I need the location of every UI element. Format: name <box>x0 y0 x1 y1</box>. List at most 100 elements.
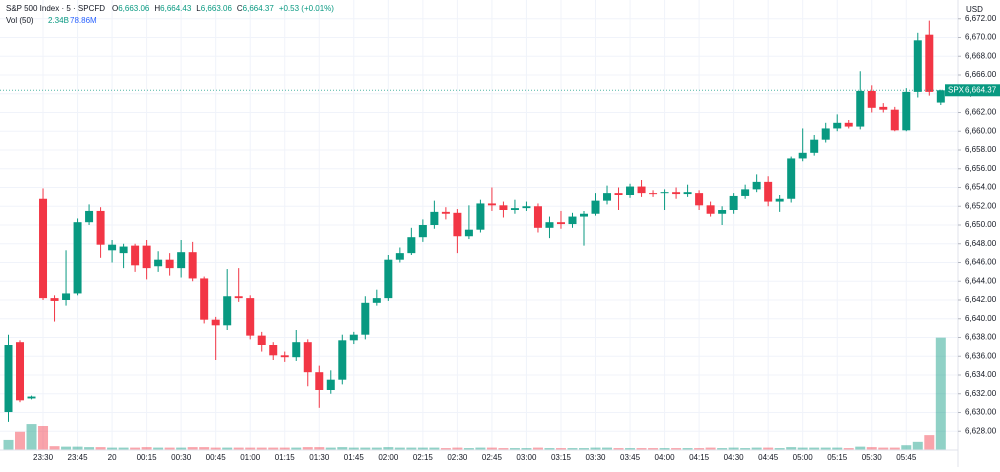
candle-body <box>522 206 531 209</box>
candle-body <box>50 298 59 301</box>
volume-ma: 78.86M <box>70 16 97 25</box>
y-tick-label: 6,656.00 <box>965 164 997 173</box>
volume-bar <box>671 448 682 450</box>
volume-bar <box>210 447 221 450</box>
candle-body <box>384 259 393 299</box>
candle-body <box>223 296 232 326</box>
volume-bar <box>602 447 613 450</box>
candle-body <box>533 206 542 228</box>
candle-body <box>718 210 727 214</box>
volume-bar <box>475 447 486 450</box>
x-tick-label: 00:30 <box>171 453 192 462</box>
volume-bar <box>325 447 336 450</box>
candle-body <box>879 106 888 110</box>
volume-bar <box>751 447 762 450</box>
candle-body <box>85 210 94 223</box>
candle-body <box>246 298 255 336</box>
candle-body <box>637 186 646 194</box>
x-tick-label: 01:45 <box>344 453 365 462</box>
volume-bar <box>878 447 889 450</box>
x-tick-label: 01:30 <box>309 453 330 462</box>
volume-bar <box>532 447 543 450</box>
volume-bar <box>164 447 175 450</box>
y-tick-label: 6,638.00 <box>965 333 997 342</box>
y-tick-label: 6,672.00 <box>965 14 997 23</box>
volume-bar <box>95 447 106 450</box>
candle-body <box>890 109 899 131</box>
candle-body <box>556 222 565 225</box>
volume-bar <box>107 447 118 450</box>
volume-bar <box>820 447 831 450</box>
volume-bar <box>452 447 463 450</box>
x-tick-label: 00:15 <box>137 453 158 462</box>
candle-body <box>867 90 876 108</box>
candle-body <box>326 379 335 390</box>
x-tick-label: 02:00 <box>378 453 399 462</box>
candle-body <box>269 345 278 356</box>
volume-bar <box>49 446 60 450</box>
candle-body <box>510 208 519 210</box>
candle-body <box>798 152 807 159</box>
volume-bar <box>855 446 866 450</box>
y-tick-label: 6,644.00 <box>965 276 997 285</box>
candle-body <box>349 334 358 341</box>
candle-body <box>361 302 370 335</box>
volume-bar <box>694 448 705 450</box>
ohlc-key: H <box>154 4 160 13</box>
candle-body <box>464 229 473 237</box>
candle-body <box>902 91 911 131</box>
volume-bar <box>245 447 256 450</box>
volume-bar <box>636 448 647 450</box>
y-tick-label: 6,632.00 <box>965 389 997 398</box>
volume-bar <box>291 447 302 450</box>
candle-body <box>200 278 209 320</box>
volume-bar <box>394 447 405 450</box>
candle-body <box>154 259 163 267</box>
ohlc-key: L <box>196 4 201 13</box>
y-tick-label: 6,628.00 <box>965 426 997 435</box>
y-tick-label: 6,668.00 <box>965 51 997 60</box>
price-tag-value: 6,664.37 <box>965 85 997 94</box>
volume-value: 2.34B <box>48 16 69 25</box>
x-tick-label: 03:45 <box>620 453 641 462</box>
volume-bar <box>648 448 659 450</box>
candle-body <box>108 244 117 251</box>
ohlc-value: 6,664.37 <box>243 4 275 13</box>
volume-bar <box>222 447 233 450</box>
candle-body <box>591 200 600 214</box>
candle-body <box>303 342 312 373</box>
volume-bar <box>153 447 164 450</box>
volume-bar <box>555 448 566 450</box>
candle-body <box>27 396 36 399</box>
volume-bar <box>935 337 946 450</box>
candle-body <box>142 245 151 269</box>
volume-bar <box>72 446 83 450</box>
candle-body <box>315 372 324 390</box>
x-tick-label: 04:15 <box>689 453 710 462</box>
candle-body <box>39 198 48 299</box>
x-tick-label: 01:00 <box>240 453 261 462</box>
candle-body <box>430 211 439 225</box>
volume-bar <box>498 448 509 450</box>
y-tick-label: 6,636.00 <box>965 351 997 360</box>
candle-body <box>925 34 934 92</box>
x-tick-label: 02:30 <box>447 453 468 462</box>
volume-bar <box>579 448 589 450</box>
volume-bar <box>417 447 428 450</box>
candle-body <box>395 253 404 260</box>
volume-bar <box>15 431 26 450</box>
candle-body <box>441 211 450 214</box>
ohlc-value: 6,663.06 <box>118 4 150 13</box>
candle-body <box>729 195 738 210</box>
candle-body <box>775 198 784 202</box>
volume-bar <box>567 448 578 450</box>
volume-bar <box>302 447 313 450</box>
x-tick-label: 02:15 <box>413 453 434 462</box>
volume-name: Vol (50) <box>6 16 34 25</box>
candle-body <box>833 122 842 129</box>
volume-bar <box>924 435 935 450</box>
volume-bar <box>463 448 474 450</box>
volume-bar <box>26 424 37 450</box>
ohlc-value: 6,664.43 <box>160 4 192 13</box>
y-tick-label: 6,662.00 <box>965 108 997 117</box>
